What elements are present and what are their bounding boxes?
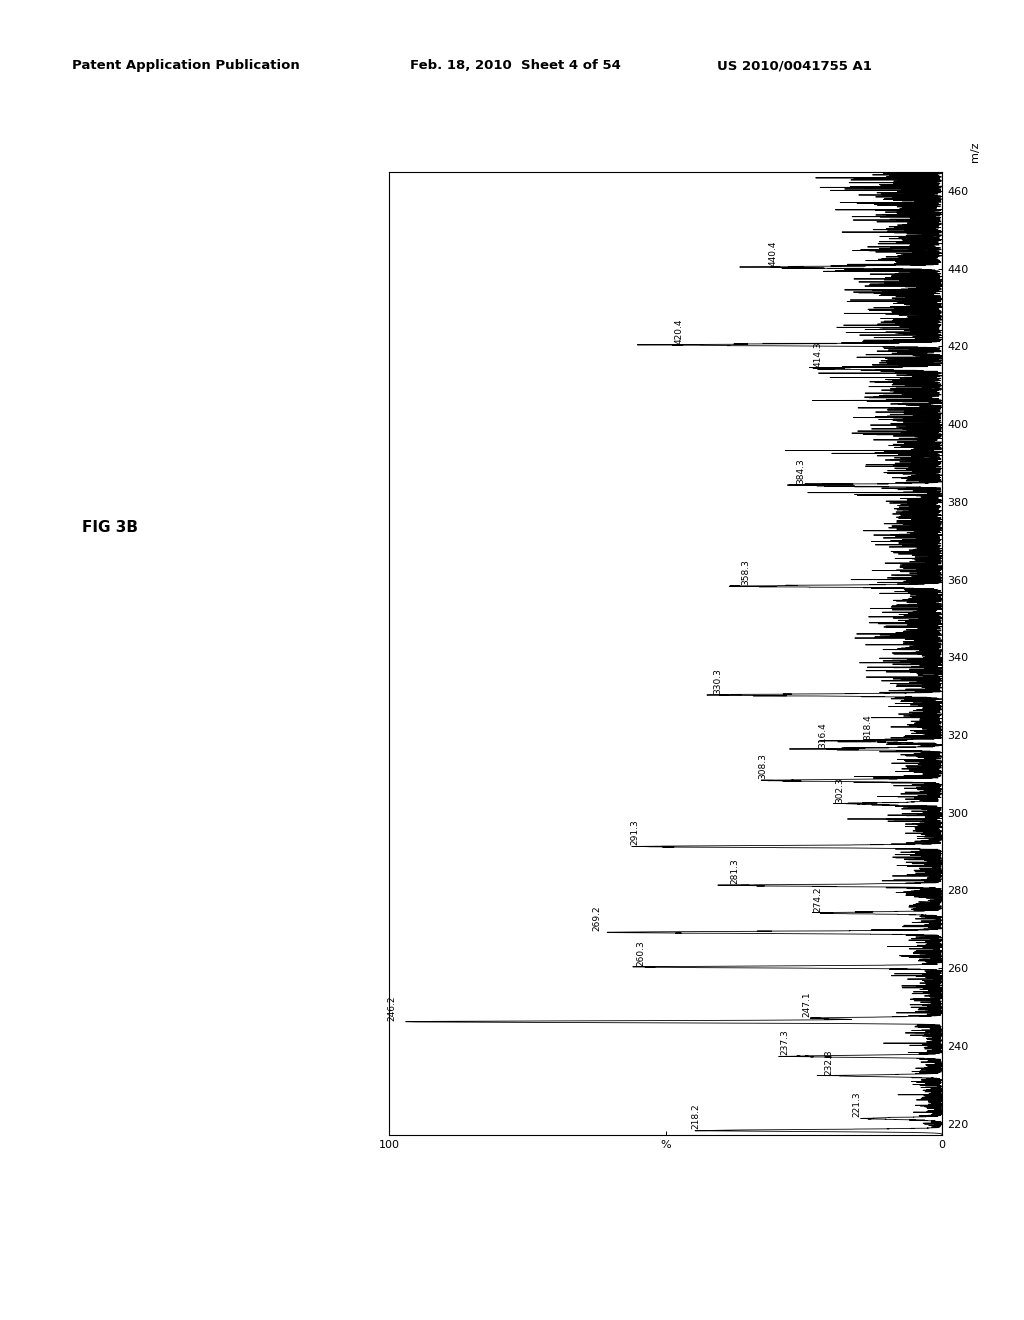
Text: 308.3: 308.3 [758, 754, 767, 779]
Text: 269.2: 269.2 [592, 906, 601, 931]
Text: 221.3: 221.3 [852, 1092, 861, 1117]
Text: 246.2: 246.2 [387, 995, 396, 1020]
Text: US 2010/0041755 A1: US 2010/0041755 A1 [717, 59, 871, 73]
Text: 247.1: 247.1 [802, 991, 811, 1018]
Text: 414.3: 414.3 [813, 342, 822, 367]
Text: 318.4: 318.4 [863, 714, 871, 741]
Text: 440.4: 440.4 [769, 240, 778, 267]
Text: 237.3: 237.3 [780, 1030, 788, 1055]
Text: 291.3: 291.3 [631, 820, 640, 845]
Text: 316.4: 316.4 [819, 722, 827, 748]
Text: 302.3: 302.3 [836, 777, 844, 803]
Text: 384.3: 384.3 [797, 458, 806, 484]
Text: 218.2: 218.2 [691, 1104, 700, 1130]
Text: m/z: m/z [971, 141, 980, 162]
Text: 281.3: 281.3 [730, 858, 739, 884]
Text: Patent Application Publication: Patent Application Publication [72, 59, 299, 73]
Text: 232.3: 232.3 [824, 1049, 834, 1074]
Text: Feb. 18, 2010  Sheet 4 of 54: Feb. 18, 2010 Sheet 4 of 54 [410, 59, 621, 73]
Text: 274.2: 274.2 [813, 886, 822, 912]
Text: FIG 3B: FIG 3B [82, 520, 138, 536]
Text: 420.4: 420.4 [675, 318, 684, 343]
Text: 330.3: 330.3 [714, 668, 723, 694]
Text: 358.3: 358.3 [741, 560, 751, 585]
Text: 260.3: 260.3 [636, 940, 645, 966]
